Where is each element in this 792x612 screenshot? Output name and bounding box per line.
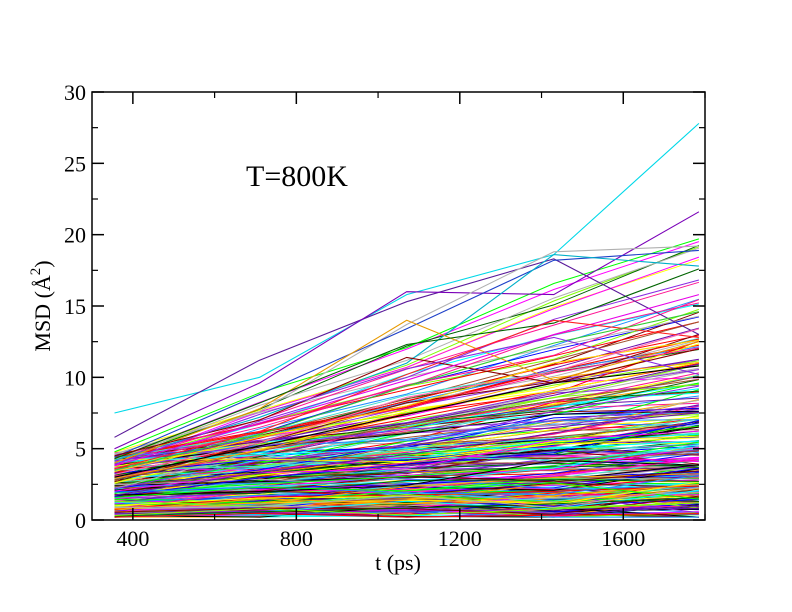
- msd-series-line: [114, 405, 699, 486]
- msd-series-line: [114, 256, 700, 466]
- msd-series-line-highlighted: [114, 348, 700, 457]
- y-axis-title-unit: Å: [30, 275, 55, 291]
- y-axis-title-close: ): [30, 260, 55, 267]
- msd-series-line: [114, 481, 699, 507]
- msd-series-line: [114, 497, 699, 517]
- msd-series-line: [114, 441, 699, 494]
- msd-series-line: [114, 363, 700, 462]
- msd-series-line: [114, 385, 699, 490]
- x-tick-label: 400: [116, 526, 149, 551]
- y-tick-label: 0: [75, 508, 86, 533]
- msd-series-line: [114, 430, 699, 492]
- msd-series-line: [114, 443, 699, 499]
- annotation-temperature: T=800K: [246, 160, 348, 193]
- msd-series-line-highlighted: [114, 211, 700, 450]
- msd-series-line: [114, 502, 699, 516]
- msd-series-line: [114, 299, 700, 463]
- msd-series-line: [114, 338, 700, 458]
- msd-series-line: [114, 247, 700, 461]
- msd-series-line-highlighted: [114, 245, 699, 455]
- x-tick-label: 1200: [438, 526, 482, 551]
- msd-series-line-highlighted: [114, 319, 700, 464]
- msd-series-line: [114, 493, 699, 509]
- msd-series-line: [114, 367, 699, 489]
- msd-series-line: [114, 464, 699, 486]
- msd-series-line: [114, 485, 699, 510]
- msd-series-line: [114, 459, 699, 496]
- msd-series-line-highlighted: [114, 311, 700, 471]
- y-tick-label: 10: [64, 365, 86, 390]
- msd-series-line: [114, 459, 699, 509]
- msd-series-line-highlighted: [114, 336, 700, 465]
- x-axis-title: t (ps): [375, 550, 421, 575]
- y-tick-label: 30: [64, 80, 86, 105]
- msd-series-line: [114, 487, 699, 508]
- x-tick-label: 800: [280, 526, 313, 551]
- msd-series-line-highlighted: [114, 328, 700, 475]
- msd-series-line-highlighted: [114, 365, 699, 478]
- y-tick-label: 25: [64, 151, 86, 176]
- y-axis-title: MSD (Å2): [28, 260, 55, 351]
- msd-series-line: [114, 484, 699, 511]
- msd-series-line: [114, 467, 699, 511]
- msd-series-line-highlighted: [114, 249, 699, 458]
- msd-series-line: [114, 238, 700, 453]
- msd-series-line-highlighted: [114, 268, 700, 460]
- msd-series-line: [114, 347, 699, 465]
- y-tick-label: 15: [64, 294, 86, 319]
- msd-series-line-highlighted: [114, 339, 699, 473]
- msd-series-line: [114, 479, 699, 496]
- y-axis-title-main: MSD (: [30, 291, 55, 352]
- msd-series-line: [114, 404, 699, 496]
- msd-series-line: [114, 448, 699, 471]
- msd-series-line: [114, 361, 699, 468]
- msd-series-line-highlighted: [114, 319, 699, 470]
- y-tick-label: 20: [64, 223, 86, 248]
- msd-series-line: [114, 422, 699, 474]
- msd-series-line: [114, 378, 699, 481]
- ticks-layer: 400 800 1200 1600 0 5 10 15 20 25 30: [64, 80, 706, 551]
- msd-series-line-highlighted: [114, 122, 700, 414]
- msd-series-line: [114, 512, 699, 518]
- msd-series-line: [114, 506, 699, 515]
- msd-series-line-highlighted: [114, 258, 700, 438]
- series-layer: [114, 122, 700, 518]
- y-tick-label: 5: [75, 437, 86, 462]
- x-tick-label: 1600: [601, 526, 645, 551]
- msd-series-line: [114, 440, 699, 463]
- y-axis-title-exponent: 2: [28, 268, 44, 276]
- msd-series-line-highlighted: [114, 294, 700, 467]
- msd-series-line: [114, 405, 699, 462]
- msd-series-line: [114, 482, 699, 500]
